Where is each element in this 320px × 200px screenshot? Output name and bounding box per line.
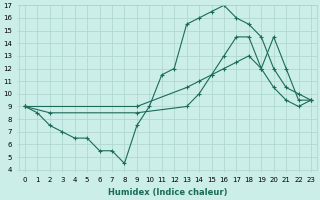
- X-axis label: Humidex (Indice chaleur): Humidex (Indice chaleur): [108, 188, 228, 197]
